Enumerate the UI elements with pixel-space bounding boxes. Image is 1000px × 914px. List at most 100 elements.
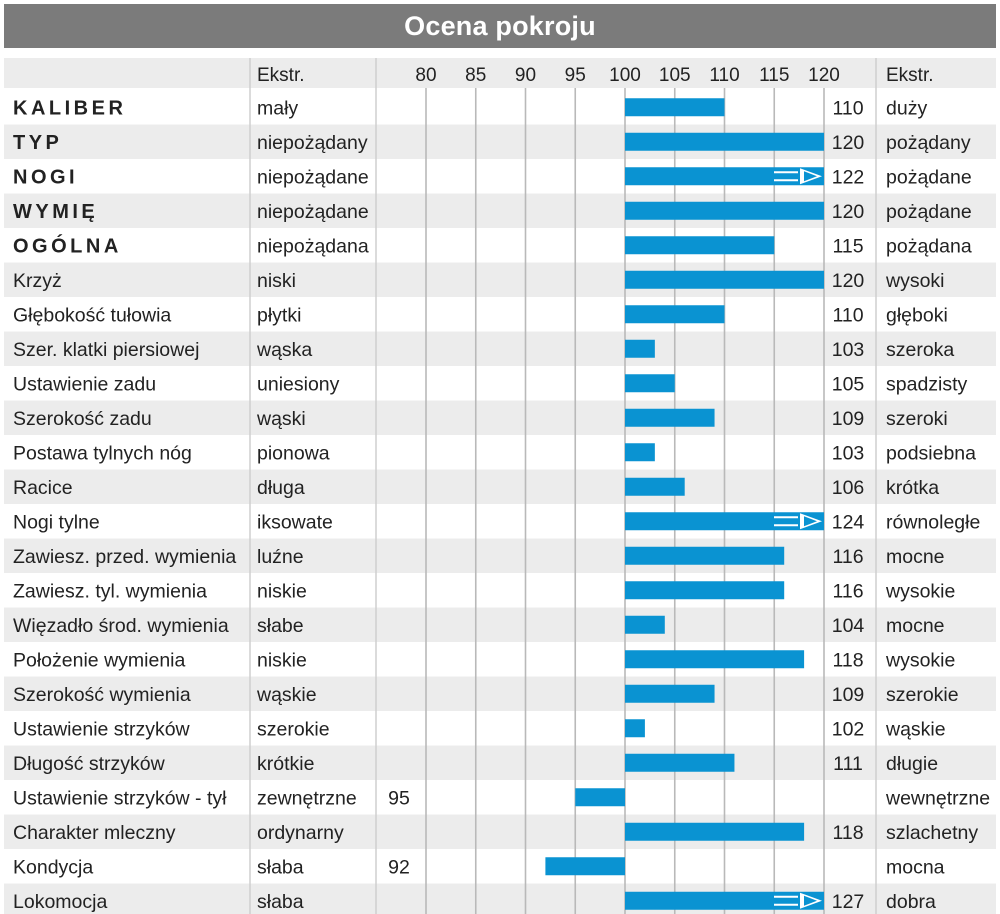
right-extreme-label: szerokie — [886, 684, 959, 706]
value-label: 103 — [832, 339, 865, 361]
bars — [545, 98, 824, 910]
right-extreme-label: wysokie — [885, 580, 955, 602]
left-extreme-label: wąski — [256, 408, 306, 430]
tick-label: 100 — [609, 65, 641, 86]
value-label: 106 — [832, 477, 865, 499]
overflow-arrow-inner — [804, 516, 817, 527]
bar — [625, 339, 655, 358]
left-extreme-label: zewnętrzne — [257, 787, 357, 809]
row-background — [4, 193, 996, 228]
trait-label: Długość strzyków — [13, 753, 166, 775]
value-label: 110 — [832, 304, 863, 326]
value-label: 120 — [832, 132, 865, 154]
row-background — [4, 262, 996, 297]
column-separators — [249, 58, 877, 914]
value-label: 109 — [832, 408, 865, 430]
trait-label: Krzyż — [13, 270, 62, 292]
right-extreme-label: duży — [886, 97, 927, 119]
value-label: 105 — [832, 373, 865, 395]
right-extreme-label: wysoki — [885, 270, 945, 292]
right-extreme-label: dobra — [886, 891, 936, 913]
right-extreme-label: mocne — [886, 546, 945, 568]
bar — [625, 443, 655, 462]
bar — [575, 788, 625, 807]
right-extreme-label: równoległe — [886, 511, 980, 533]
row-background — [4, 814, 996, 849]
right-extreme-label: długie — [886, 753, 938, 775]
right-extreme-label: pożądany — [886, 132, 971, 154]
right-extreme-label: wąskie — [885, 718, 946, 740]
trait-label: NOGI — [13, 166, 78, 188]
right-extreme-label: spadzisty — [886, 373, 968, 395]
bar — [625, 132, 824, 151]
row-background — [4, 124, 996, 159]
bar — [625, 98, 725, 117]
tick-label: 110 — [709, 65, 739, 86]
left-extreme-label: luźne — [257, 546, 304, 568]
tick-label: 120 — [808, 65, 840, 86]
right-extreme-label: podsiebna — [886, 442, 976, 464]
value-label: 111 — [833, 753, 863, 775]
value-label: 122 — [832, 166, 865, 188]
bar — [625, 408, 715, 427]
left-extreme-label: niepożądane — [257, 201, 369, 223]
bar — [545, 857, 625, 876]
left-extreme-label: wąskie — [256, 684, 317, 706]
value-label: 110 — [832, 97, 863, 119]
left-extreme-label: niepożądane — [257, 166, 369, 188]
trait-label: Ustawienie zadu — [13, 373, 156, 395]
value-label: 118 — [832, 649, 863, 671]
value-label: 102 — [832, 718, 865, 740]
tick-label: 80 — [415, 65, 436, 86]
trait-label: Ustawienie strzyków - tył — [13, 787, 227, 809]
row-background — [4, 883, 996, 914]
chart-title: Ocena pokroju — [4, 4, 996, 48]
left-extreme-label: niskie — [257, 580, 307, 602]
right-extreme-label: pożądana — [886, 235, 972, 257]
right-extreme-label: głęboki — [886, 304, 948, 326]
bar — [625, 650, 805, 669]
row-background — [4, 745, 996, 780]
trait-label: Lokomocja — [13, 891, 107, 913]
left-extreme-label: niski — [257, 270, 296, 292]
trait-label: Nogi tylne — [13, 511, 100, 533]
value-label: 103 — [832, 442, 865, 464]
trait-label: Głębokość tułowia — [13, 304, 171, 326]
right-extreme-label: mocna — [886, 856, 945, 878]
bar — [625, 167, 824, 186]
left-extreme-label: słaba — [257, 856, 304, 878]
trait-label: Szerokość wymienia — [13, 684, 191, 706]
trait-label: WYMIĘ — [13, 201, 98, 223]
extreme-right-header: Ekstr. — [886, 65, 934, 86]
bar — [625, 891, 824, 910]
tick-label: 90 — [515, 65, 536, 86]
left-extreme-label: płytki — [257, 304, 301, 326]
right-extreme-label: wysokie — [885, 649, 955, 671]
bar — [625, 236, 775, 255]
value-label: 120 — [832, 201, 865, 223]
header-row-background — [4, 58, 996, 88]
overflow-arrow-inner — [804, 895, 817, 906]
trait-label: KALIBER — [13, 97, 126, 119]
value-label: 116 — [832, 546, 863, 568]
trait-label: Charakter mleczny — [13, 822, 176, 844]
trait-label: Szerokość zadu — [13, 408, 152, 430]
row-background — [4, 469, 996, 504]
left-extreme-label: długa — [257, 477, 305, 499]
value-label: 109 — [832, 684, 865, 706]
gridlines — [425, 88, 825, 914]
bar — [625, 305, 725, 324]
trait-label: Postawa tylnych nóg — [13, 442, 192, 464]
value-label: 120 — [832, 270, 865, 292]
left-extreme-label: niepożądana — [257, 235, 369, 257]
value-label: 124 — [832, 511, 865, 533]
right-extreme-label: wewnętrzne — [885, 787, 990, 809]
left-extreme-label: iksowate — [257, 511, 333, 533]
right-extreme-label: szeroka — [886, 339, 954, 361]
trait-label: TYP — [13, 132, 62, 154]
trait-label: Kondycja — [13, 856, 93, 878]
left-extreme-label: krótkie — [257, 753, 314, 775]
bar — [625, 374, 675, 393]
row-background — [4, 676, 996, 711]
right-extreme-label: pożądane — [886, 201, 972, 223]
